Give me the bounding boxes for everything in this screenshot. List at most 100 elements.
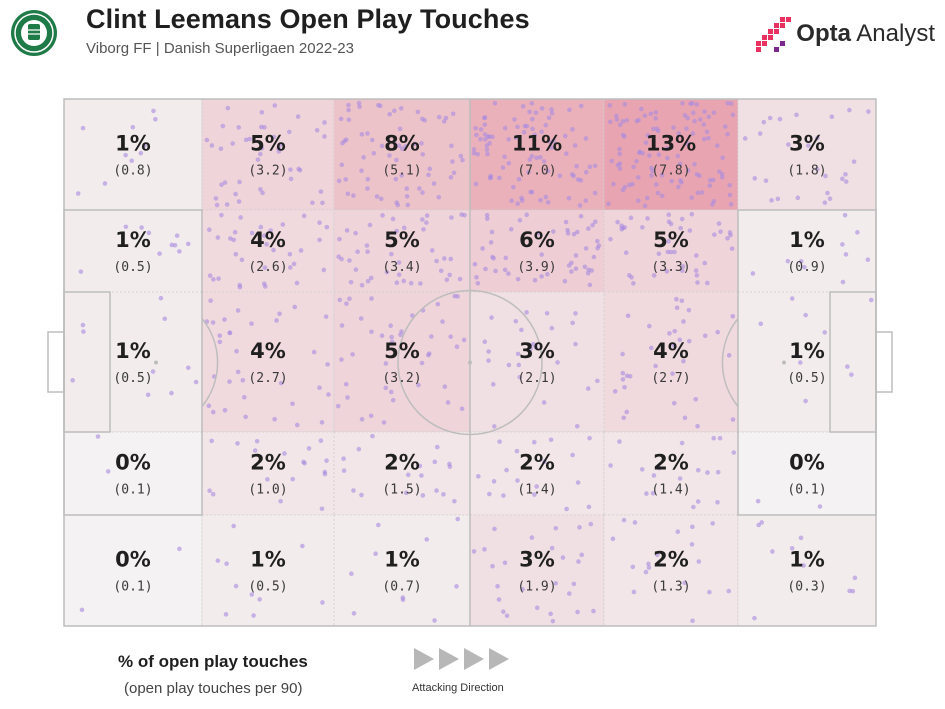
touch-dot	[659, 172, 665, 178]
touch-dot	[670, 371, 675, 376]
touch-dot	[502, 267, 508, 273]
touch-dot	[635, 175, 641, 180]
touch-dot	[794, 112, 799, 118]
touch-dot	[260, 190, 265, 196]
heatmap-cell	[63, 514, 203, 627]
touch-dot	[519, 195, 524, 201]
touch-dot	[356, 100, 362, 106]
touch-dot	[224, 561, 229, 567]
touch-dot	[659, 193, 665, 199]
touch-dot	[512, 117, 517, 122]
touch-dot	[383, 385, 389, 391]
touch-dot	[493, 268, 498, 274]
touch-dot	[539, 252, 544, 257]
cell-per90: (3.2)	[248, 164, 287, 179]
touch-dot	[448, 256, 454, 262]
touch-dot	[707, 589, 712, 595]
touch-dot	[845, 364, 850, 369]
touch-dot	[563, 219, 569, 225]
cell-percentage: 1%	[250, 548, 286, 572]
touch-dot	[151, 108, 156, 114]
touch-dot	[692, 161, 697, 167]
touch-dot	[490, 382, 496, 387]
left-goal	[47, 331, 65, 393]
touch-dot	[628, 215, 634, 221]
touch-dot	[529, 189, 535, 195]
touch-dot	[712, 232, 717, 237]
touch-dot	[288, 167, 293, 172]
touch-dot	[655, 552, 660, 558]
touch-dot	[729, 246, 735, 251]
touch-dot	[404, 194, 410, 199]
touch-dot	[715, 499, 720, 505]
touch-dot	[471, 150, 477, 156]
touch-dot	[258, 224, 264, 230]
touch-dot	[218, 146, 224, 152]
touch-dot	[716, 221, 722, 226]
touch-dot	[357, 104, 362, 110]
touch-dot	[639, 106, 644, 112]
touch-dot	[685, 141, 691, 147]
touch-dot	[617, 166, 623, 171]
touch-dot	[656, 152, 662, 157]
touch-dot	[533, 110, 539, 115]
touch-dot	[193, 379, 199, 385]
touch-dot	[592, 219, 598, 225]
touch-dot	[326, 392, 331, 397]
touch-dot	[702, 333, 708, 339]
touch-dot	[78, 269, 84, 274]
touch-dot	[369, 329, 374, 335]
touch-dot	[801, 563, 806, 568]
cell-percentage: 1%	[115, 132, 151, 156]
touch-dot	[381, 420, 387, 425]
touch-dot	[579, 552, 585, 558]
touch-dot	[398, 106, 404, 111]
touch-dot	[485, 151, 490, 157]
touch-dot	[675, 529, 681, 534]
touch-dot	[543, 122, 549, 128]
touch-dot	[570, 127, 575, 132]
touch-dot	[500, 165, 506, 170]
touch-dot	[553, 525, 559, 531]
touch-dot	[129, 158, 135, 164]
touch-dot	[572, 143, 578, 148]
cell-per90: (3.9)	[517, 260, 556, 275]
touch-dot	[405, 202, 411, 208]
touch-dot	[387, 153, 392, 158]
touch-dot	[756, 522, 761, 528]
touch-dot	[228, 236, 233, 241]
touch-dot	[617, 122, 623, 128]
legend-subtitle: (open play touches per 90)	[124, 680, 303, 697]
touch-dot	[530, 126, 535, 132]
touch-dot	[359, 492, 364, 498]
touch-dot	[557, 173, 563, 179]
touch-dot	[408, 280, 414, 286]
touch-dot	[280, 222, 286, 227]
touch-dot	[551, 138, 556, 144]
touch-dot	[514, 448, 520, 454]
touch-dot	[539, 106, 545, 111]
touch-dot	[417, 186, 422, 191]
touch-dot	[504, 613, 510, 619]
touch-dot	[675, 153, 681, 159]
touch-dot	[519, 327, 524, 333]
touch-dot	[534, 155, 539, 161]
touch-dot	[567, 591, 572, 596]
cell-per90: (2.1)	[517, 371, 556, 386]
touch-dot	[294, 422, 300, 428]
touch-dot	[491, 479, 497, 484]
touch-dot	[655, 190, 661, 196]
touch-dot	[802, 264, 807, 270]
touch-dot	[491, 255, 496, 261]
touch-dot	[610, 536, 616, 542]
touch-dot	[436, 114, 442, 120]
touch-dot	[843, 252, 849, 257]
centre-circle	[397, 289, 543, 436]
touch-dot	[506, 362, 512, 368]
touch-dot	[480, 246, 485, 251]
touch-dot	[432, 459, 438, 465]
club-badge-icon	[11, 10, 57, 56]
touch-dot	[339, 323, 345, 328]
touch-dot	[390, 397, 396, 403]
touch-dot	[249, 321, 254, 326]
